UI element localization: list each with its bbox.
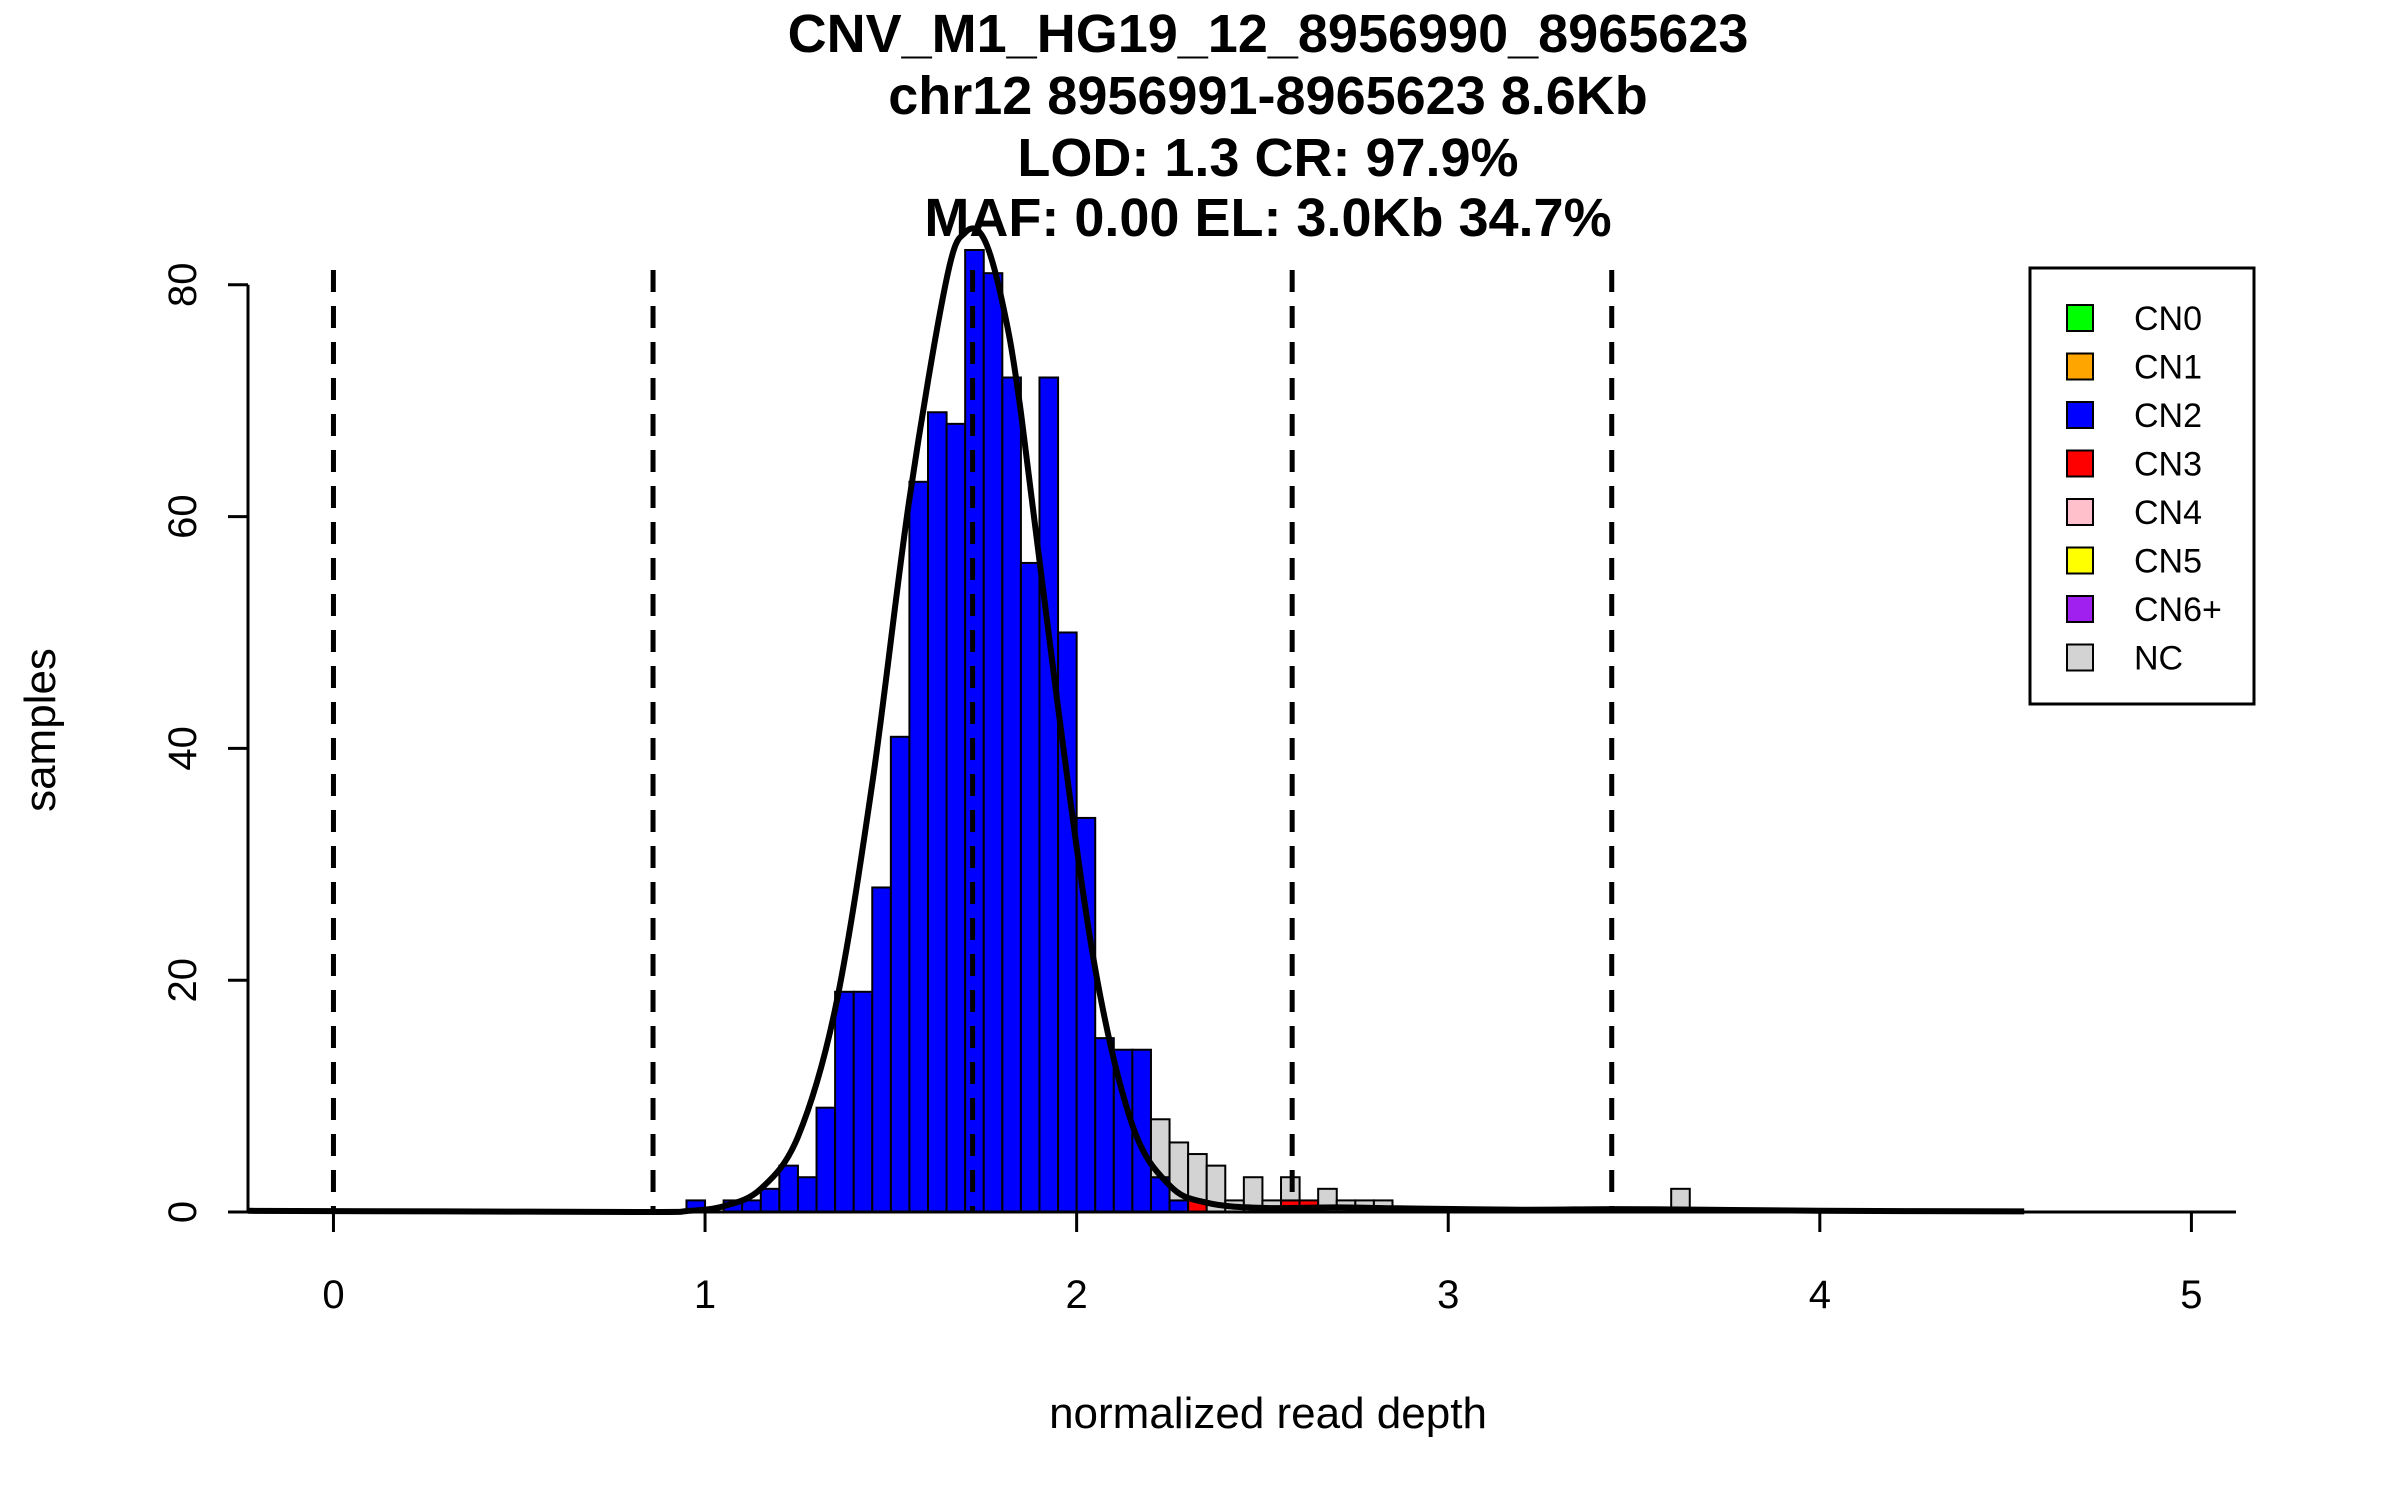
histogram-bar-cn2 — [1038, 376, 1060, 1214]
y-tick-label: 40 — [161, 726, 205, 771]
legend-label: CN4 — [2134, 494, 2202, 532]
y-tick-label: 80 — [161, 263, 205, 308]
legend-label: CN1 — [2134, 349, 2202, 387]
histogram-bar-cn2 — [796, 1176, 818, 1213]
histogram-bar-cn2 — [1019, 561, 1041, 1213]
legend-swatch — [2066, 352, 2094, 381]
histogram-bar-cn2 — [815, 1106, 837, 1214]
legend: CN0 CN1 CN2 CN3 CN4 CN5 CN6+ NC — [2028, 266, 2256, 706]
histogram-bar-cn2 — [852, 990, 874, 1214]
x-tick-label: 2 — [1066, 1273, 1088, 1317]
x-tick-label: 0 — [322, 1273, 344, 1317]
y-tick-label: 20 — [161, 958, 205, 1003]
x-tick-label: 1 — [694, 1273, 716, 1317]
legend-label: CN6+ — [2134, 591, 2222, 629]
legend-swatch — [2066, 546, 2094, 575]
histogram-bar-cn2 — [834, 990, 855, 1214]
density-curve — [247, 225, 2025, 1216]
histogram-bar-cn2 — [889, 735, 911, 1213]
legend-label: CN0 — [2134, 300, 2202, 338]
legend-swatch — [2066, 595, 2094, 623]
x-axis-label: normalized read depth — [1049, 1389, 1487, 1438]
histogram-bar-cn2 — [1001, 376, 1022, 1214]
legend-swatch — [2066, 498, 2094, 526]
histogram-bar-cn2 — [778, 1164, 799, 1213]
cutoff-lines — [330, 270, 1615, 1212]
y-axis-label: samples — [16, 648, 65, 812]
histogram-bar-cn2 — [908, 480, 930, 1213]
legend-label: CN2 — [2134, 397, 2202, 435]
y-axis: 0 20 40 60 80 — [161, 263, 250, 1223]
histogram-bar-cn2 — [1094, 1037, 1115, 1213]
histogram-bar-cn2 — [1168, 1199, 1190, 1214]
y-tick-label: 60 — [161, 494, 205, 539]
legend-label: CN5 — [2134, 543, 2202, 581]
title-line-3: LOD: 1.3 CR: 97.9% — [1017, 128, 1518, 188]
x-axis: 0 1 2 3 4 5 — [248, 1210, 2236, 1317]
legend-swatch — [2066, 401, 2094, 429]
histogram-bar-cn2 — [759, 1187, 781, 1214]
legend-label: CN3 — [2134, 446, 2202, 484]
chart-title: CNV_M1_HG19_12_8956990_8965623 chr12 895… — [788, 4, 1749, 248]
legend-swatch — [2066, 643, 2094, 672]
x-tick-label: 5 — [2180, 1273, 2202, 1317]
title-line-4: MAF: 0.00 EL: 3.0Kb 34.7% — [924, 188, 1611, 248]
histogram-bar-cn2 — [945, 422, 967, 1213]
x-tick-label: 4 — [1809, 1273, 1831, 1317]
histogram-bar-cn2 — [927, 411, 948, 1213]
title-line-2: chr12 8956991-8965623 8.6Kb — [888, 66, 1648, 126]
legend-swatch — [2066, 449, 2094, 478]
histogram-bar-nc — [1187, 1153, 1208, 1202]
legend-swatch — [2066, 304, 2094, 332]
legend-label: NC — [2134, 640, 2183, 678]
histogram-bar-cn2 — [982, 272, 1004, 1213]
histogram-bars — [685, 249, 1691, 1214]
x-tick-label: 3 — [1437, 1273, 1459, 1317]
histogram-bar-cn2 — [871, 886, 892, 1214]
title-line-1: CNV_M1_HG19_12_8956990_8965623 — [788, 4, 1749, 64]
y-tick-label: 0 — [161, 1201, 205, 1223]
legend-box — [2028, 266, 2256, 706]
